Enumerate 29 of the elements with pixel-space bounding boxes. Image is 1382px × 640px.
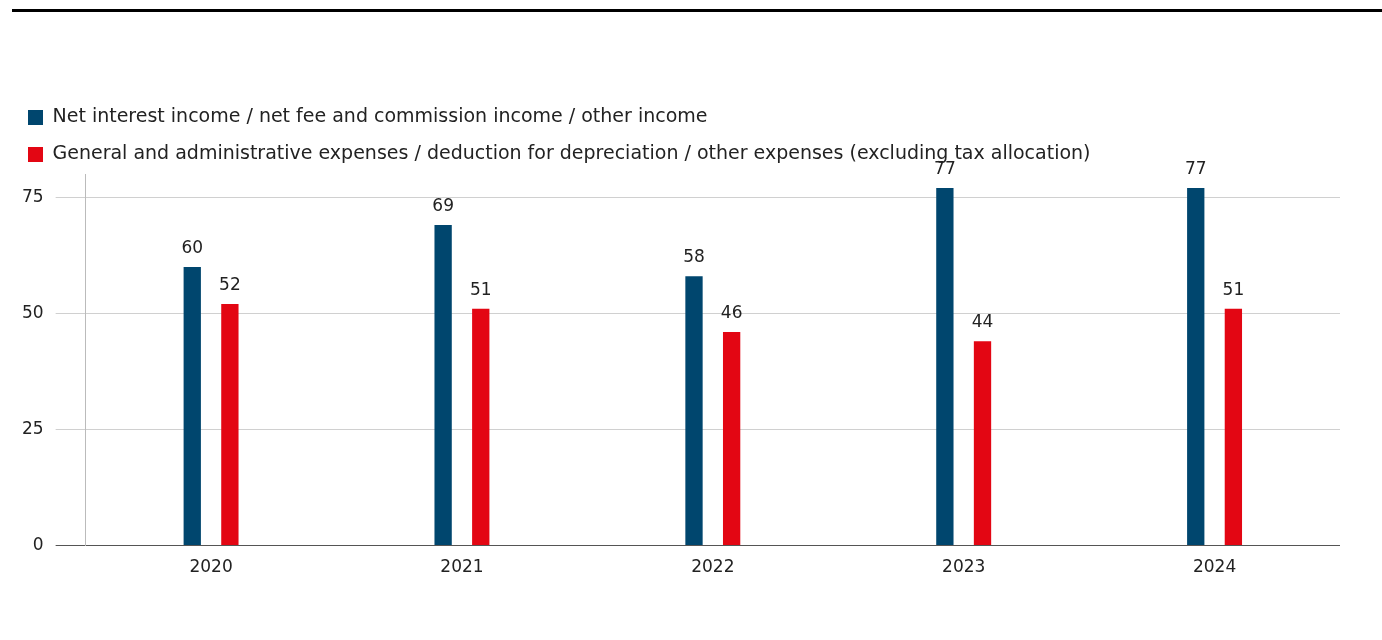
bar (183, 266, 201, 546)
bar (1224, 308, 1243, 546)
bar (936, 187, 954, 546)
data-label: 58 (683, 246, 705, 267)
x-tick-label: 2023 (942, 556, 986, 577)
bar (434, 225, 452, 546)
x-tick-label: 2022 (691, 556, 735, 577)
x-tick-label: 2020 (189, 556, 233, 577)
data-label: 77 (1184, 157, 1207, 178)
data-label: 69 (432, 195, 454, 216)
bar (1187, 187, 1205, 546)
bar (472, 308, 490, 546)
bar (685, 276, 703, 546)
y-tick-label: 25 (21, 417, 44, 438)
data-label: 51 (469, 278, 492, 299)
bar (221, 304, 239, 546)
legend-label: Net interest income / net fee and commission income / other income (52, 104, 708, 127)
data-label: 60 (181, 236, 204, 257)
y-tick-label: 0 (32, 534, 44, 555)
bar (973, 341, 992, 546)
y-tick-label: 50 (21, 301, 44, 322)
bar (722, 331, 741, 546)
x-tick-label: 2021 (440, 556, 484, 577)
data-label: 46 (720, 301, 743, 322)
data-label: 44 (971, 311, 994, 332)
x-tick-label: 2024 (1192, 556, 1237, 577)
y-tick-label: 75 (21, 185, 44, 206)
data-label: 52 (219, 273, 241, 294)
data-label: 51 (1222, 278, 1245, 299)
